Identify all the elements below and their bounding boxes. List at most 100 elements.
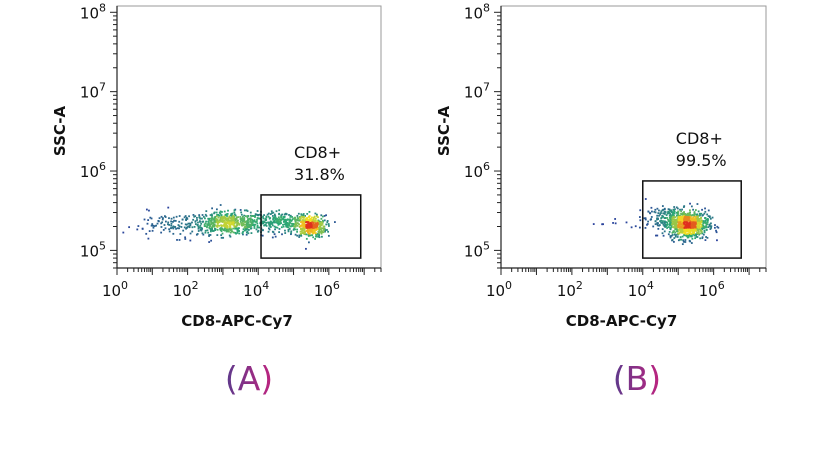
event-dot [686,223,689,226]
event-dot [715,231,718,234]
event-dot [694,226,697,229]
event-dot [267,212,270,215]
event-dot [219,212,222,215]
event-dot [235,227,238,230]
event-dot [246,215,249,218]
event-dot [158,220,160,223]
event-dot [174,226,177,228]
event-dot [218,211,221,214]
event-dot [689,215,692,218]
event-dot [224,221,227,223]
event-dot [204,217,206,220]
event-dot [255,228,258,231]
event-dot [284,221,286,223]
event-dot [201,217,203,220]
event-dot [239,220,242,223]
event-dot [251,221,253,224]
event-dot [209,224,212,227]
event-dot [284,222,287,225]
event-dot [680,226,683,229]
event-dot [682,230,685,233]
event-dot [671,234,674,236]
event-dot [213,225,216,228]
event-dot [304,219,307,222]
event-dot [703,231,706,234]
event-dot [697,230,700,233]
event-dot [663,212,666,215]
event-dot [687,234,689,237]
event-dot [278,218,281,220]
event-dot [227,229,230,231]
event-dot [663,210,666,213]
event-dot [318,221,321,224]
event-dot [670,225,673,227]
event-dot [306,224,309,227]
event-dot [184,238,187,240]
event-dot [299,216,301,218]
event-dot [334,221,336,223]
event-dot [232,216,235,218]
event-dot [699,220,702,222]
event-dot [288,223,291,226]
event-dot [215,225,218,228]
event-dot [285,213,288,215]
event-dot [218,224,221,227]
event-dot [308,210,311,213]
event-dot [314,223,317,226]
event-dot [269,217,272,219]
event-dot [232,221,235,224]
event-dot [656,217,659,220]
event-dot [173,219,176,222]
event-dot [680,219,683,222]
event-dot [202,215,205,218]
event-dot [688,232,691,235]
event-dot [639,209,642,212]
event-dot [716,239,718,242]
event-dot [250,227,253,230]
event-dot [198,226,201,229]
event-dot [661,221,664,224]
event-dot [639,219,642,222]
event-dot [225,213,228,216]
event-dot [211,214,213,217]
event-dot [256,214,259,216]
event-dot [673,214,675,217]
event-dot [313,225,315,228]
event-dot [245,224,248,227]
event-dot [294,225,297,228]
event-dot [673,210,676,213]
event-dot [211,216,213,219]
panel-label: (B) [613,359,661,398]
event-dot [625,221,628,224]
event-dot [196,219,198,221]
event-dot [698,226,700,229]
event-dot [687,214,690,217]
event-dot [164,216,167,218]
event-dot [236,230,239,233]
event-dot [315,224,318,227]
event-dot [282,218,285,220]
event-dot [701,237,704,240]
event-dot [175,215,178,218]
event-dot [689,233,692,235]
event-dot [673,226,675,229]
event-dot [679,224,682,226]
event-dot [311,231,314,234]
event-dot [208,221,210,224]
event-dot [193,215,196,218]
event-dot [675,218,678,221]
event-dot [691,222,694,225]
event-dot [684,234,687,237]
event-dot [306,217,309,219]
event-dot [324,229,327,232]
event-dot [265,215,268,218]
event-dot [299,217,302,220]
event-dot [689,219,692,222]
event-dot [705,223,708,226]
event-dot [674,221,677,224]
event-dot [211,217,214,220]
event-dot [643,217,646,220]
event-dot [686,217,689,220]
event-dot [672,230,675,233]
event-dot [210,220,213,223]
